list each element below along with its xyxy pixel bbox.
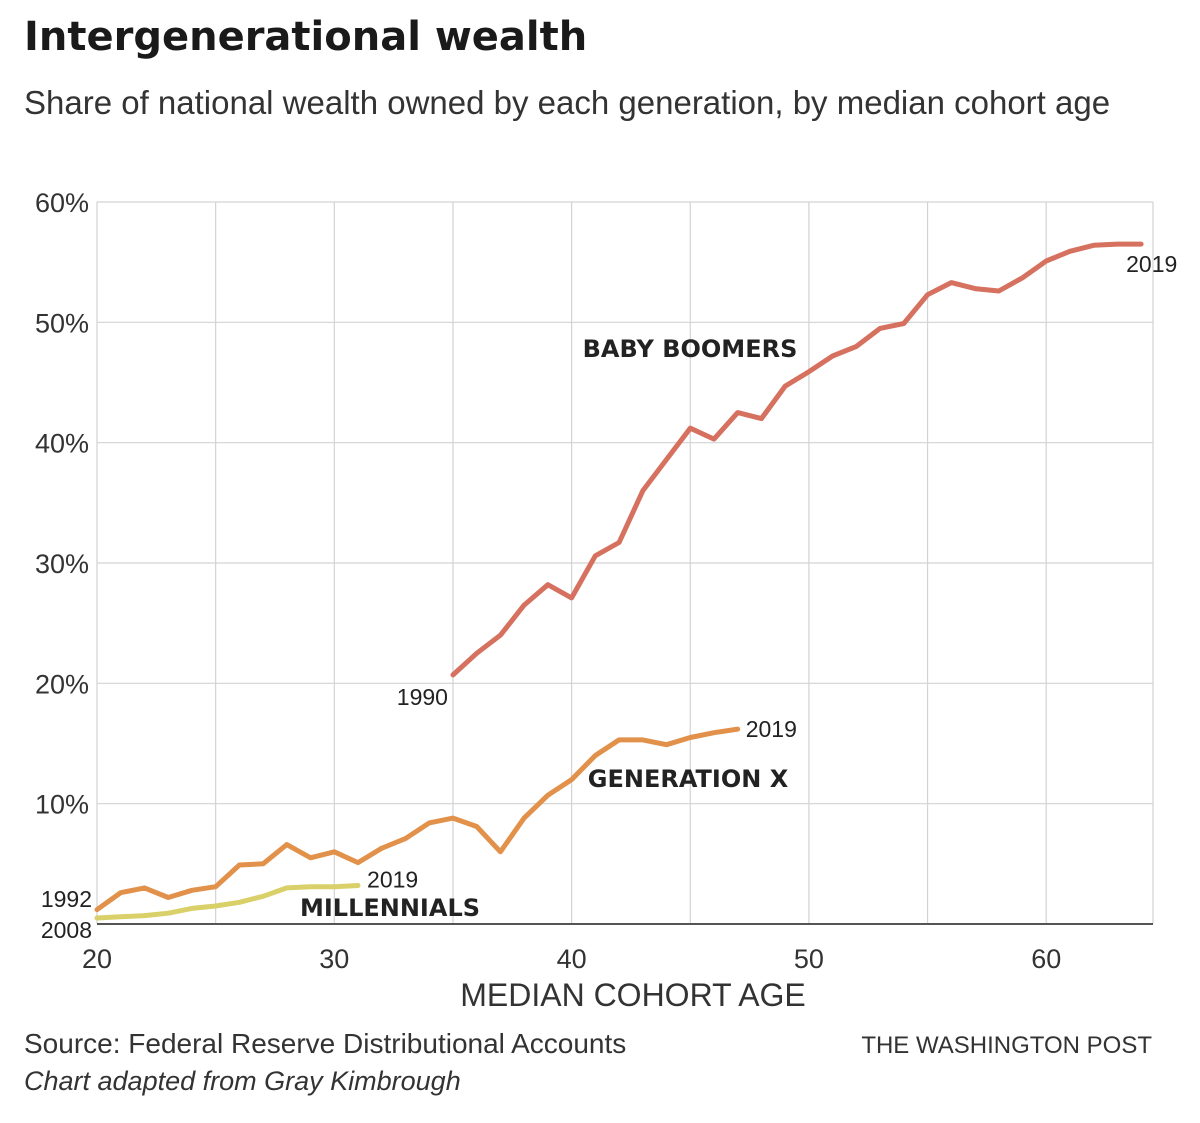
x-tick-label: 20 (82, 944, 112, 974)
series-label: BABY BOOMERS (583, 335, 798, 363)
y-tick-label: 60% (35, 188, 89, 218)
x-tick-label: 50 (794, 944, 824, 974)
chart-subtitle: Share of national wealth owned by each g… (24, 84, 1111, 121)
y-tick-label: 30% (35, 549, 89, 579)
end-year-label: 2019 (367, 866, 418, 892)
source-note: Source: Federal Reserve Distributional A… (24, 1028, 627, 1059)
series-line-baby-boomers (450, 241, 1144, 678)
start-year-label: 1990 (397, 684, 448, 710)
y-tick-label: 10% (35, 790, 89, 820)
credit-note: Chart adapted from Gray Kimbrough (24, 1066, 461, 1096)
start-year-label: 1992 (41, 886, 92, 912)
chart-title: Intergenerational wealth (24, 14, 588, 60)
y-tick-label: 40% (35, 429, 89, 459)
series-label: MILLENNIALS (300, 894, 480, 922)
end-year-label: 2019 (1126, 251, 1177, 277)
publisher-name: THE WASHINGTON POST (861, 1032, 1152, 1059)
series-label: GENERATION X (588, 765, 789, 793)
line-chart: 10% 20% 30% 40% 50% 60% 20 30 40 50 60 MEDIAN COHOR… (35, 188, 1177, 1013)
x-tick-label: 30 (319, 944, 349, 974)
y-tick-label: 50% (35, 308, 89, 338)
x-tick-label: 40 (557, 944, 587, 974)
y-tick-label: 20% (35, 669, 89, 699)
x-tick-label: 60 (1031, 944, 1061, 974)
end-year-label: 2019 (746, 716, 797, 742)
x-axis-label: MEDIAN COHORT AGE (460, 977, 806, 1013)
series-line-generation-x (94, 726, 741, 913)
series-line-millennials (94, 883, 361, 921)
start-year-label: 2008 (41, 917, 92, 943)
